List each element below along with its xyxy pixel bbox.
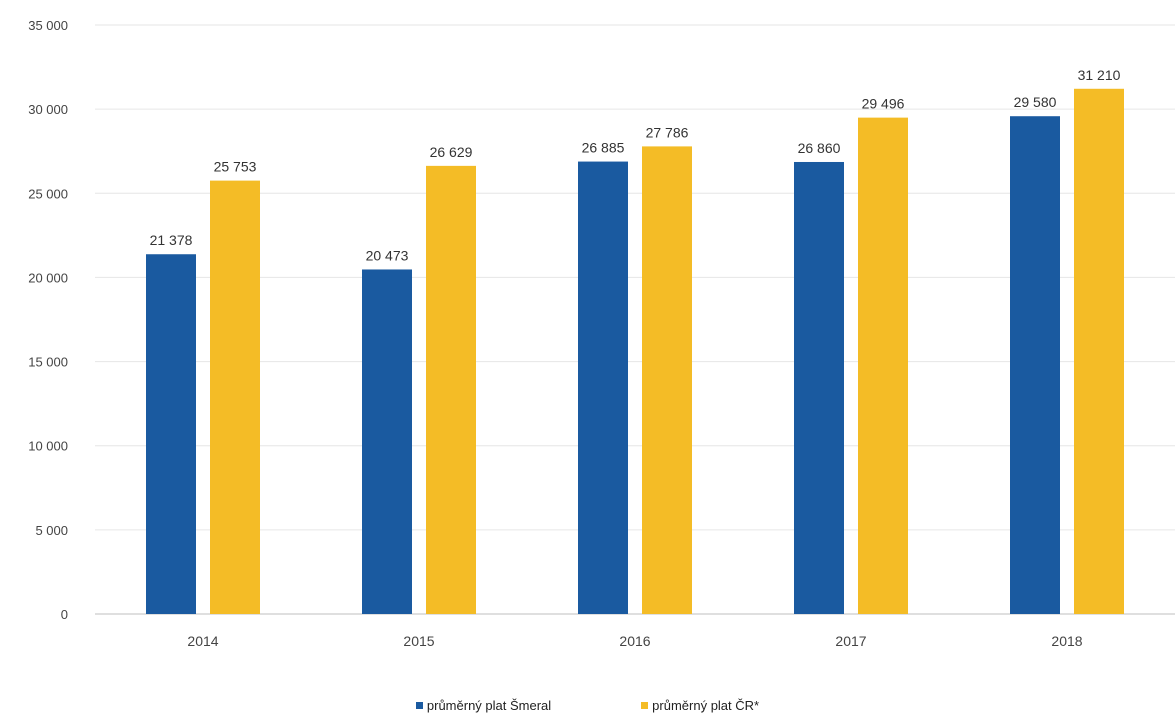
bar-smeral-2016 [578,161,628,615]
legend-label-smeral: průměrný plat Šmeral [426,698,552,713]
gridlines [95,24,1175,615]
bar-cr-2014 [210,180,260,614]
legend-swatch-cr [641,702,649,709]
data-label: 27 786 [646,124,689,140]
y-tick-label: 30 000 [28,102,68,117]
legend: průměrný plat Šmeral průměrný plat ČR* [0,698,1175,713]
bar-smeral-2017 [794,161,844,615]
data-labels: 21 378 25 753 20 473 26 629 26 885 27 786 26 8… [150,67,1121,264]
y-tick-label: 35 000 [28,18,68,33]
data-label: 21 378 [150,232,193,248]
x-tick-label: 2015 [403,633,434,649]
x-axis-ticks: 2014 2015 2016 2017 2018 [187,633,1082,649]
legend-item-cr: průměrný plat ČR* [641,698,759,713]
data-label: 25 753 [214,159,257,175]
y-tick-label: 0 [61,607,68,622]
bar-cr-2017 [858,117,908,615]
bars [146,88,1124,615]
x-tick-label: 2017 [835,633,866,649]
data-label: 29 580 [1014,94,1057,110]
bar-cr-2015 [426,165,476,614]
x-tick-label: 2014 [187,633,218,649]
bar-smeral-2014 [146,254,196,614]
legend-label-cr: průměrný plat ČR* [652,698,760,713]
data-label: 26 629 [430,144,473,160]
bar-chart: 0 5 000 10 000 15 000 20 000 25 000 30 000 35 0… [28,18,1175,649]
data-label: 29 496 [862,96,905,112]
x-tick-label: 2016 [619,633,650,649]
bar-cr-2016 [642,146,692,615]
bar-smeral-2018 [1010,116,1060,615]
bar-cr-2018 [1074,88,1124,615]
y-tick-label: 20 000 [28,270,68,285]
legend-item-smeral: průměrný plat Šmeral [415,698,552,713]
data-label: 31 210 [1078,67,1121,83]
legend-swatch-smeral [415,702,423,709]
y-tick-label: 15 000 [28,355,68,370]
x-tick-label: 2018 [1051,633,1082,649]
bar-smeral-2015 [362,269,412,614]
y-tick-label: 25 000 [28,186,68,201]
y-tick-label: 10 000 [28,439,68,454]
y-axis-ticks: 0 5 000 10 000 15 000 20 000 25 000 30 000 35 0… [28,18,68,622]
data-label: 20 473 [366,247,409,263]
y-tick-label: 5 000 [35,523,68,538]
data-label: 26 885 [582,140,625,156]
data-label: 26 860 [798,140,841,156]
